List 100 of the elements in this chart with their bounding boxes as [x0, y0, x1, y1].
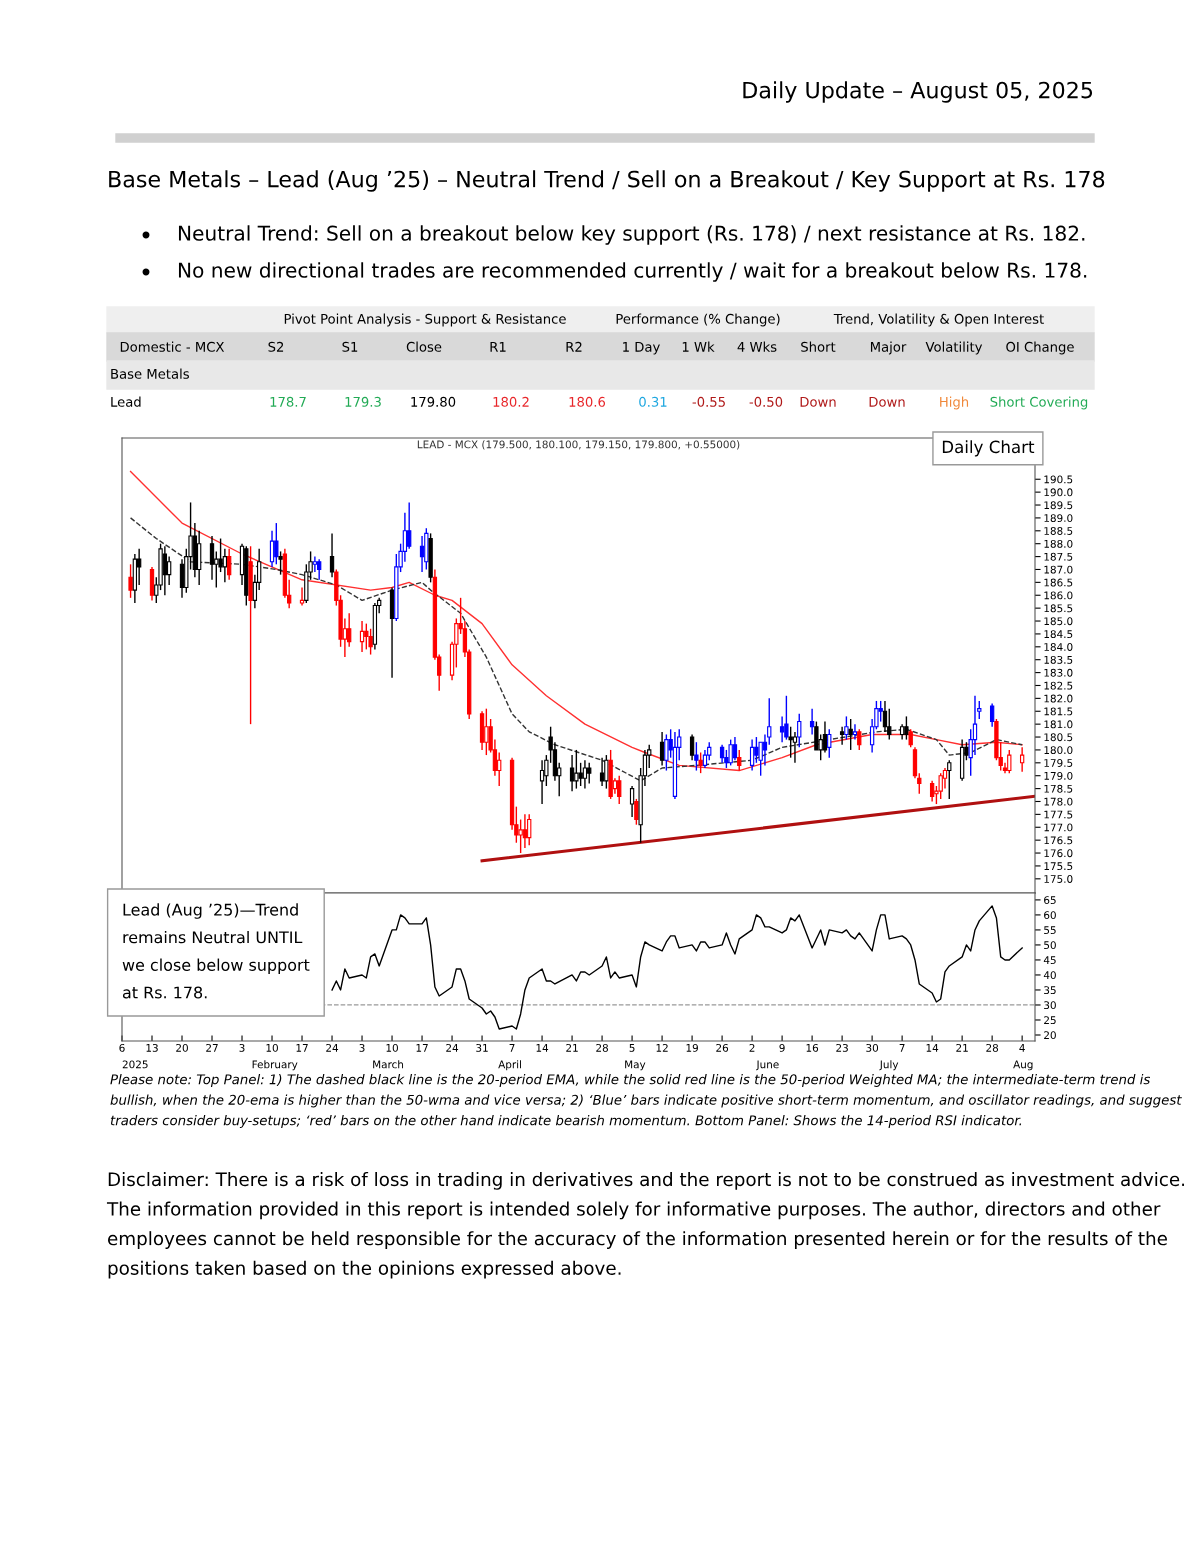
candlestick: [578, 762, 583, 787]
text: Neutral Trend: Sell on a breakout below key support (Rs. 178) / next resistance at Rs. 182.: [178, 225, 1085, 245]
candlestick: [797, 713, 802, 749]
candlestick: [527, 813, 532, 847]
text: Down: [869, 397, 905, 407]
candlestick: [209, 535, 215, 581]
candlestick: [574, 749, 579, 790]
text: S2: [268, 341, 284, 352]
candlestick: [274, 522, 279, 566]
candlestick: [419, 535, 425, 573]
candlestick: [166, 555, 172, 586]
candlestick: [878, 700, 883, 723]
candlestick: [852, 723, 858, 741]
y-tick-label: 189.0: [1044, 514, 1073, 523]
y-tick-label: 25: [1044, 1016, 1056, 1025]
y-tick-label: 182.5: [1044, 681, 1073, 690]
x-tick-label: 4: [1019, 1044, 1025, 1052]
x-tick-label: 2: [749, 1043, 755, 1052]
x-tick-label: 20: [176, 1043, 188, 1052]
y-tick-label: 65: [1044, 896, 1056, 905]
candlestick: [947, 759, 952, 800]
text: April: [498, 1060, 521, 1071]
candlestick: [788, 726, 793, 759]
x-tick-label: 10: [266, 1043, 278, 1052]
x-tick-label: 7: [509, 1044, 515, 1052]
candlestick: [989, 702, 995, 728]
y-tick-label: 186.0: [1044, 591, 1073, 600]
y-tick-label: 60: [1044, 911, 1056, 920]
x-tick-label: 10: [386, 1043, 398, 1052]
x-tick-label: 24: [446, 1043, 459, 1052]
x-tick-label: 3: [239, 1043, 245, 1052]
y-tick-label: 184.0: [1044, 643, 1073, 651]
text: S1: [342, 341, 358, 352]
y-tick-label: 177.5: [1044, 810, 1073, 819]
y-tick-label: 190.5: [1044, 475, 1073, 484]
candlestick: [779, 715, 785, 743]
candlestick: [226, 548, 232, 581]
text: May: [625, 1060, 646, 1071]
y-tick-label: 178.0: [1044, 797, 1073, 806]
candlestick: [664, 733, 669, 772]
candlestick: [222, 548, 228, 584]
candlestick: [938, 772, 943, 800]
x-tick-label: 17: [296, 1044, 308, 1052]
text: 1 Day: [623, 342, 660, 355]
text: -0.50: [749, 396, 783, 407]
text: Disclaimer: There is a risk of loss in trading in derivatives and the report is not to be construed as investment advice. The information provided in this report is intended solely for informative purposes. The author, directors and other employees cannot be held responsible for the accuracy of the information presented herein or for the results of the positions taken based on the opinions expressed above.: [106, 1172, 1185, 1279]
candlestick: [569, 754, 575, 792]
text: Base Metals – Lead (Aug ’25) – Neutral Trend / Sell on a Breakout / Key Support at Rs. 178: [109, 170, 1105, 192]
y-tick-label: 186.5: [1044, 578, 1073, 587]
candlestick: [364, 622, 369, 651]
annotation: Lead (Aug ’25)—Trend remains Neutral UNTIL we close below support at Rs. 178.: [122, 903, 310, 999]
text: Close: [406, 341, 442, 352]
y-tick-label: 185.0: [1044, 617, 1073, 626]
candlestick: [518, 818, 523, 854]
candlestick: [368, 628, 373, 656]
y-tick-label: 189.5: [1044, 501, 1073, 510]
y-tick-label: 181.0: [1044, 720, 1073, 729]
x-tick-label: 26: [716, 1043, 729, 1052]
x-tick-label: 14: [536, 1044, 549, 1052]
candlestick: [694, 741, 699, 772]
y-tick-label: 185.5: [1044, 604, 1073, 613]
candlestick: [359, 620, 365, 653]
y-tick-label: 183.0: [1044, 668, 1073, 677]
candlestick: [179, 558, 185, 599]
y-tick-label: 180.0: [1044, 746, 1073, 755]
candlestick: [1007, 749, 1012, 774]
candlestick: [599, 756, 605, 787]
text: R2: [566, 341, 582, 352]
text: 180.2: [493, 396, 529, 407]
text: Performance (% Change): [616, 313, 780, 327]
x-tick-label: 14: [926, 1044, 939, 1052]
candlestick: [317, 558, 322, 581]
y-tick-label: 50: [1044, 941, 1056, 950]
candlestick: [848, 718, 853, 751]
candlestick: [904, 715, 909, 741]
candlestick: [749, 738, 755, 772]
x-tick-label: 13: [146, 1043, 158, 1052]
candlestick: [1019, 746, 1025, 773]
candlestick: [539, 759, 545, 805]
text: Major: [870, 341, 907, 355]
y-tick-label: 55: [1044, 926, 1056, 935]
candlestick: [728, 738, 733, 767]
candlestick: [407, 501, 412, 550]
text: No new directional trades are recommended currently / wait for a breakout below Rs. 178.: [178, 262, 1087, 282]
text: Down: [800, 397, 836, 407]
annotation: Daily Chart: [942, 440, 1035, 457]
text: R1: [490, 342, 506, 352]
line-series: [129, 517, 1023, 782]
y-tick-label: 184.5: [1044, 630, 1073, 639]
candlestick: [497, 751, 502, 787]
candlestick: [844, 715, 849, 741]
candlestick: [827, 728, 832, 759]
y-tick-label: 175.0: [1044, 875, 1073, 883]
text: Domestic - MCX: [120, 341, 225, 352]
text: Short: [801, 341, 836, 352]
text: 4 Wks: [737, 341, 777, 352]
candlestick: [732, 736, 738, 761]
text: June: [756, 1060, 779, 1071]
candlestick: [822, 720, 828, 754]
candlestick: [689, 733, 695, 761]
